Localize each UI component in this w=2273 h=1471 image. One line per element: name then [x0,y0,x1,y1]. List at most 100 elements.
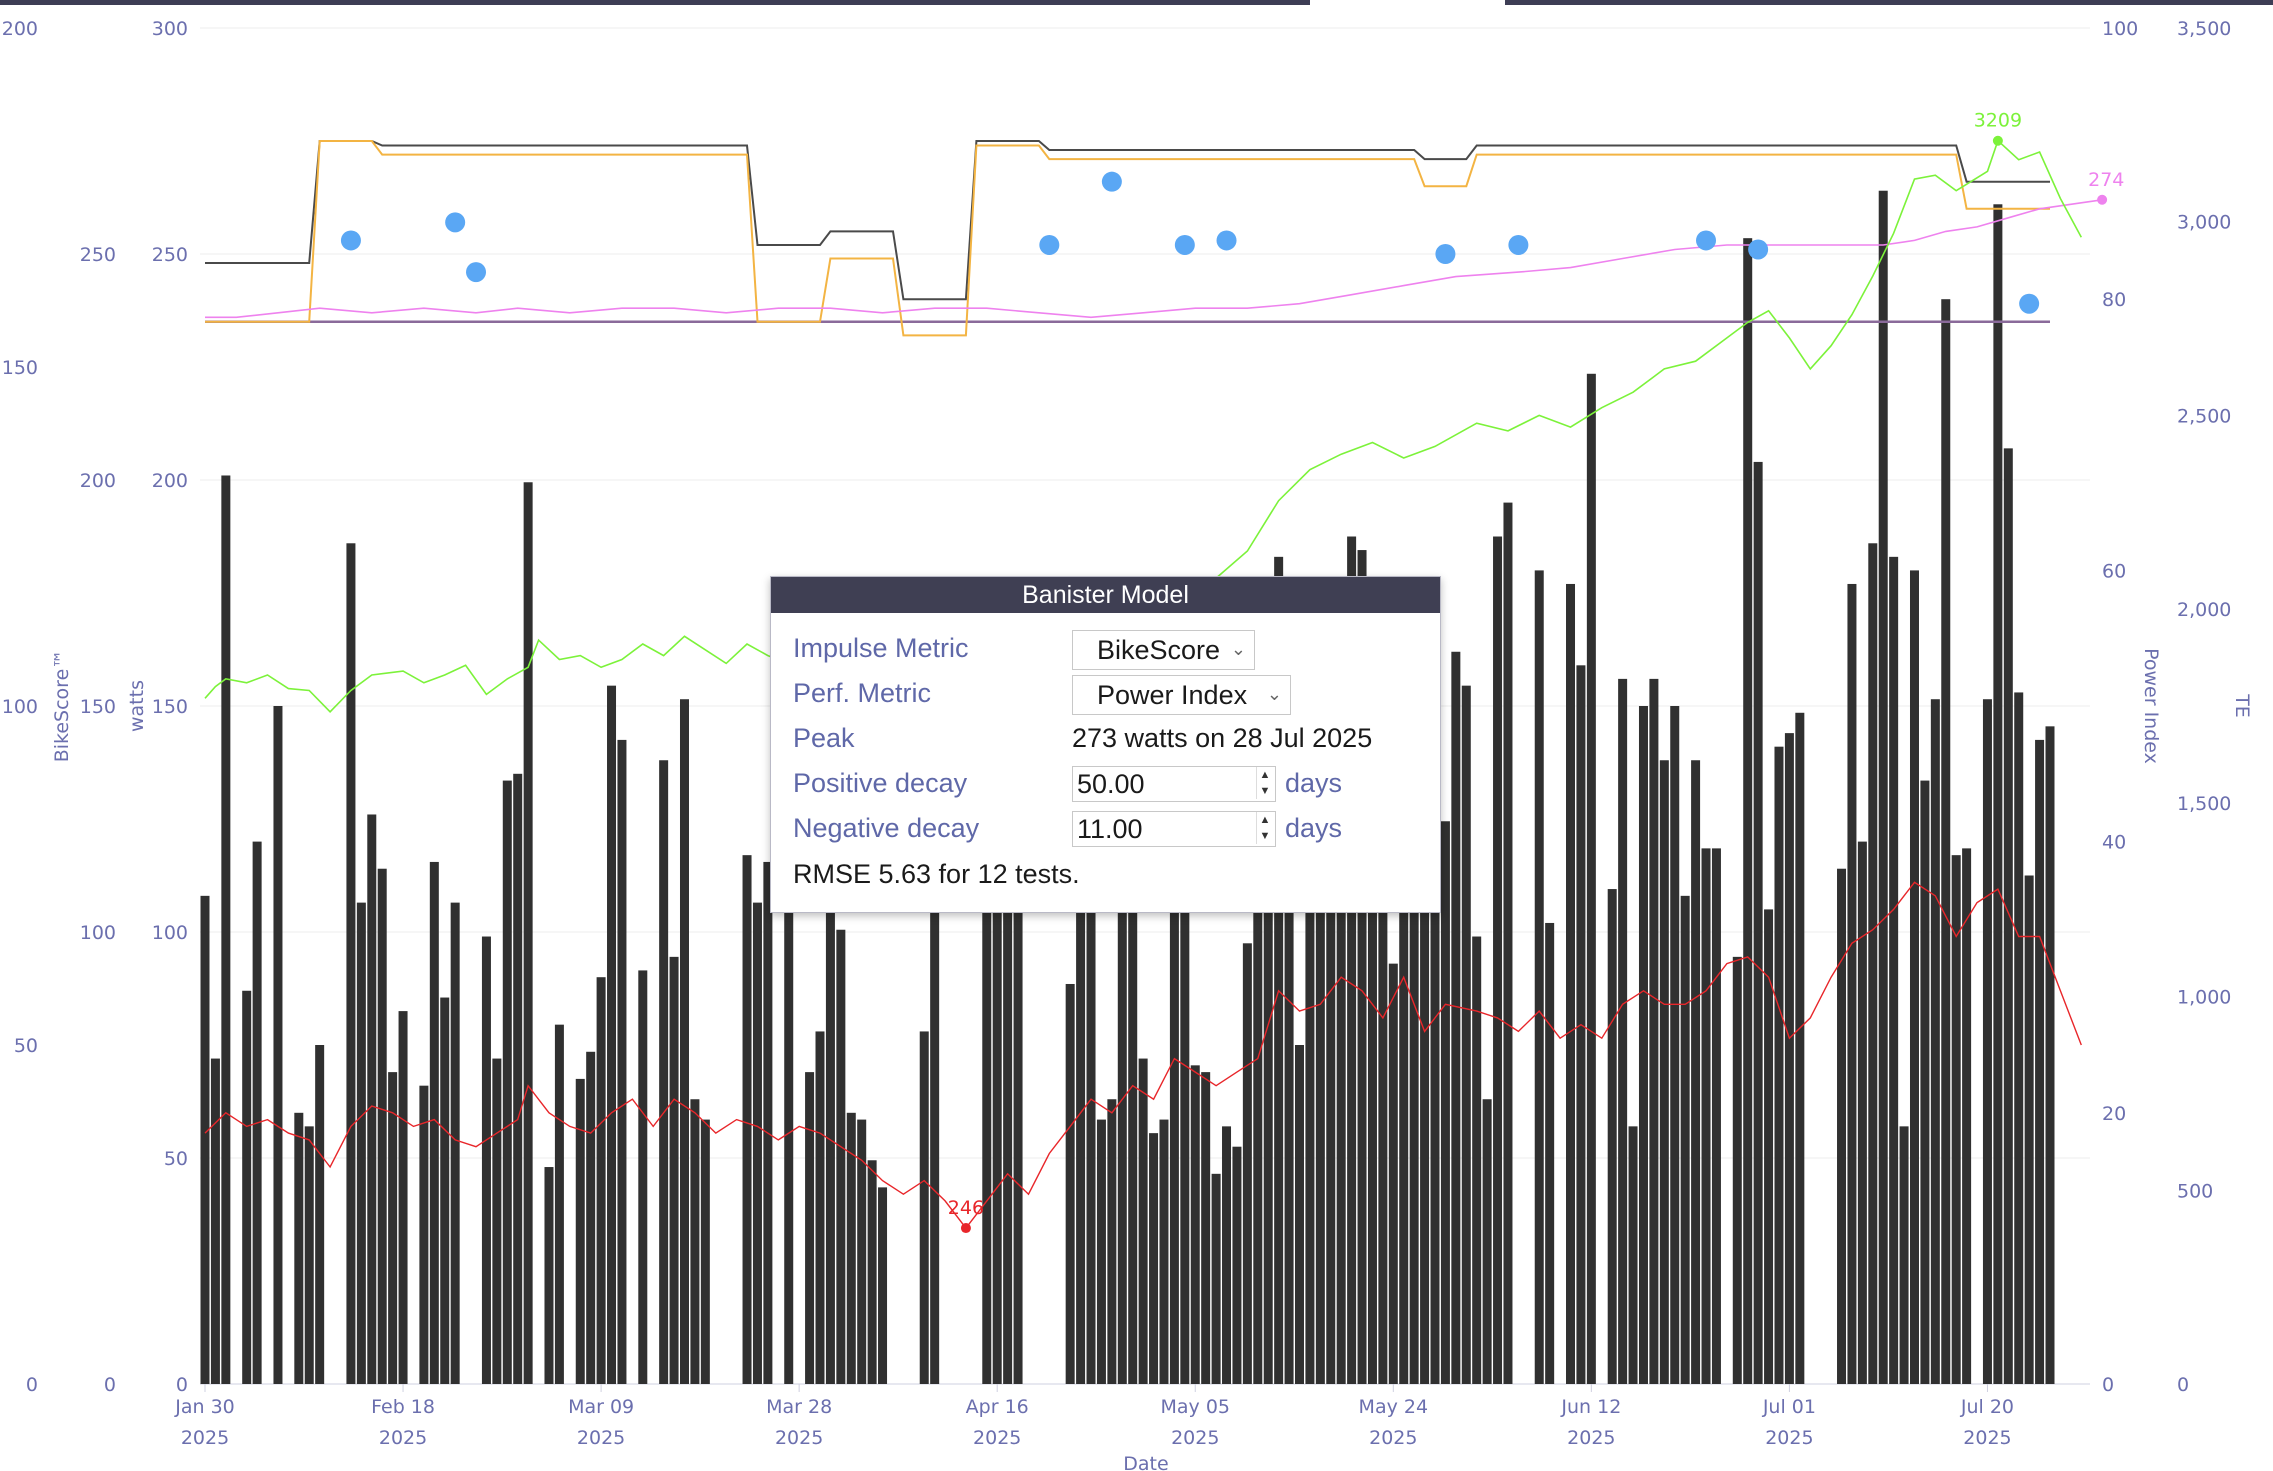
pi-peak-label: 274 [2088,169,2124,191]
tick-label-power_index: 20 [2102,1103,2126,1125]
bar [1680,895,1690,1384]
bar [586,1051,596,1384]
test-point [1216,230,1237,251]
bar [930,773,940,1384]
bar [1607,889,1617,1384]
x-tick-year: 2025 [775,1427,823,1449]
bar [1503,502,1513,1385]
bar [1451,651,1461,1384]
bar [200,895,210,1384]
bar [1764,909,1774,1384]
x-tick-label: Jul 20 [1960,1396,2014,1418]
bar [502,780,512,1384]
bar [1649,678,1659,1384]
tick-label-watts: 50 [164,1148,188,1170]
tick-label-watts_outer: 0 [104,1374,116,1396]
bar [1962,848,1972,1384]
x-tick-label: May 05 [1161,1396,1231,1418]
series-lines [204,139,2103,1230]
banister-model-dialog[interactable]: Banister Model Impulse Metric BikeScore … [770,576,1441,913]
negative-decay-spinbox[interactable]: 11.00 ▲ ▼ [1072,811,1276,847]
bar [1993,204,2003,1384]
bar [1534,570,1544,1384]
bar [1628,1126,1638,1384]
banister-trough-label: 246 [948,1197,984,1219]
negative-decay-unit: days [1285,813,1343,843]
perf-metric-select[interactable]: Power Index ⌄ [1072,675,1291,715]
bar [523,482,533,1384]
tick-label-watts: 0 [176,1374,188,1396]
banister-trough-marker [960,1223,971,1234]
bar [1659,760,1669,1384]
x-tick-label: Mar 28 [766,1396,832,1418]
bar [1638,706,1648,1384]
bar [1388,963,1398,1384]
top-scroll-bar[interactable] [0,0,2273,5]
bar [1253,909,1263,1384]
te-peak-marker [1992,135,2003,146]
bar [1493,536,1503,1384]
bar [544,1167,554,1384]
bar [1222,1126,1232,1384]
bar [1753,461,1763,1384]
tick-label-watts: 100 [152,922,188,944]
bar [1701,848,1711,1384]
test-point [1508,234,1529,255]
pi-peak-marker [2097,194,2108,205]
bar [1774,746,1784,1384]
bar [367,814,377,1384]
test-point [1101,171,1122,192]
bar [763,861,773,1384]
bar [1128,875,1138,1384]
tick-label-te: 3,000 [2177,212,2231,234]
bar [481,936,491,1384]
spin-arrows-icon[interactable]: ▲ ▼ [1256,812,1273,844]
bar [992,753,1002,1384]
negative-decay-label: Negative decay [793,813,980,843]
tick-label-bikescore: 200 [2,18,38,40]
bar [638,970,648,1384]
bar [867,1160,877,1384]
tick-label-watts: 250 [152,244,188,266]
bar [1294,1045,1304,1384]
bar [1837,868,1847,1384]
tick-label-te: 2,500 [2177,405,2231,427]
bar [690,1099,700,1384]
bar [1795,712,1805,1384]
tick-label-power_index: 0 [2102,1374,2114,1396]
bar [825,902,835,1384]
bar [1096,1119,1106,1384]
bar [1086,773,1096,1384]
spin-arrows-icon[interactable]: ▲ ▼ [1256,767,1273,799]
bar [846,1112,856,1384]
dialog-title: Banister Model [771,577,1440,613]
bar [1180,807,1190,1384]
axis-title-te: TE [2231,693,2253,718]
bar [1930,699,1940,1384]
bar [1743,238,1753,1385]
impulse-metric-select[interactable]: BikeScore ⌄ [1072,630,1255,670]
bar [1440,821,1450,1384]
bar [596,977,606,1384]
chevron-down-icon: ⌄ [1266,684,1282,704]
x-tick-year: 2025 [973,1427,1021,1449]
test-point [1748,239,1769,260]
bar [1920,780,1930,1384]
negative-decay-value: 11.00 [1077,814,1143,844]
bar [1899,1126,1909,1384]
positive-decay-spinbox[interactable]: 50.00 ▲ ▼ [1072,766,1276,802]
x-tick-label: Jul 01 [1762,1396,1816,1418]
bar [356,902,366,1384]
bar [1003,794,1013,1384]
bar [2024,875,2034,1384]
bar [700,1119,710,1384]
bar [805,1072,815,1384]
x-tick-label: Jun 12 [1560,1396,1621,1418]
bar [1409,889,1419,1384]
test-points [340,171,2040,314]
tick-label-te: 1,000 [2177,987,2231,1009]
bar [1347,536,1357,1384]
x-axis-title: Date [1123,1453,1168,1471]
axis-title-bikescore: BikeScore™ [51,650,73,763]
x-tick-label: Feb 18 [371,1396,435,1418]
